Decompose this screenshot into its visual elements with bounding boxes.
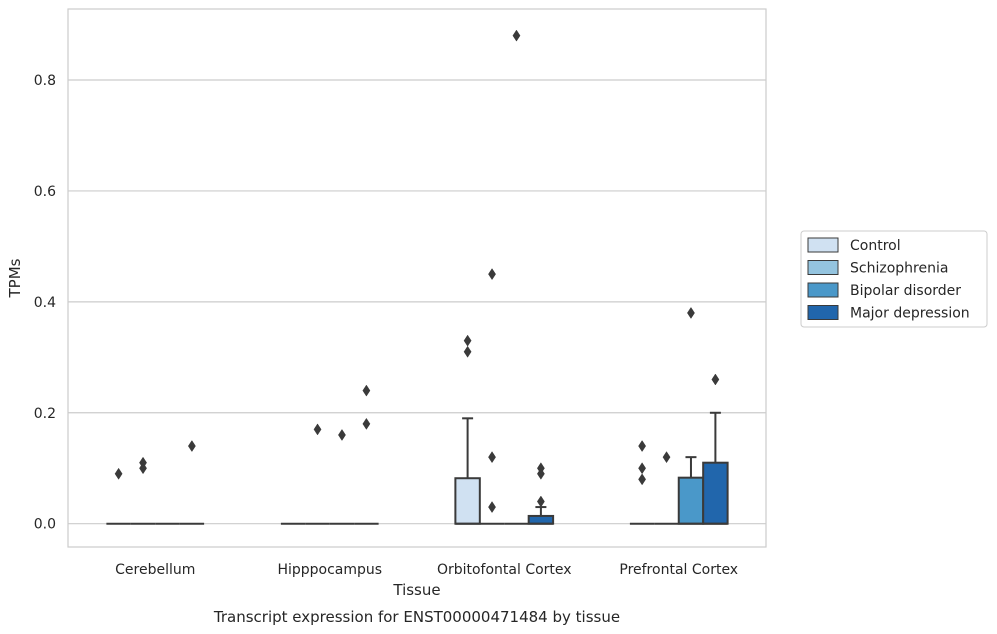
box-group bbox=[702, 373, 729, 525]
box-group bbox=[504, 29, 529, 525]
box-group bbox=[179, 440, 205, 525]
x-tick-label: Prefrontal Cortex bbox=[619, 562, 738, 578]
box-group bbox=[527, 462, 555, 525]
legend-item: Major depression bbox=[807, 305, 970, 322]
outlier-point bbox=[114, 467, 123, 480]
outlier-point bbox=[711, 373, 720, 386]
outlier-point bbox=[638, 473, 647, 486]
legend-items: Control Schizophrenia Bipolar disorder Majo… bbox=[807, 237, 970, 322]
outlier-point bbox=[139, 462, 147, 475]
box-group bbox=[305, 423, 330, 525]
legend-swatch bbox=[807, 282, 839, 298]
box bbox=[527, 514, 555, 525]
legend-item: Schizophrenia bbox=[807, 260, 948, 277]
outlier-point bbox=[362, 417, 371, 430]
legend: Control Schizophrenia Bipolar disorder Majo… bbox=[800, 230, 988, 328]
legend-label: Major depression bbox=[850, 306, 970, 322]
legend-swatch bbox=[807, 260, 839, 275]
outlier-point bbox=[638, 440, 647, 453]
outlier-point bbox=[488, 501, 496, 514]
outlier-point bbox=[687, 306, 695, 319]
y-tick-label: 0.4 bbox=[34, 295, 56, 311]
outlier-point bbox=[338, 429, 346, 441]
chart-title: Transcript expression for ENST0000047148… bbox=[213, 608, 620, 626]
outlier-point bbox=[187, 440, 196, 453]
box-group bbox=[677, 306, 705, 525]
box-group bbox=[329, 429, 355, 525]
legend-label: Control bbox=[850, 238, 901, 254]
outlier-point bbox=[536, 467, 545, 480]
outlier-point bbox=[463, 334, 472, 347]
outlier-point bbox=[362, 384, 371, 397]
outlier-point bbox=[463, 345, 472, 358]
legend-label: Bipolar disorder bbox=[850, 283, 961, 299]
y-axis-label: TPMs bbox=[6, 258, 24, 298]
outlier-point bbox=[488, 268, 496, 281]
x-axis-label: Tissue bbox=[392, 581, 440, 599]
outlier-point bbox=[638, 462, 647, 475]
outlier-point bbox=[488, 451, 496, 464]
box bbox=[454, 477, 481, 525]
outlier-point bbox=[662, 451, 671, 464]
box-group bbox=[354, 384, 379, 525]
x-tick-label: Hipppocampus bbox=[277, 562, 382, 578]
legend-item: Bipolar disorder bbox=[807, 282, 961, 299]
y-tick-label: 0.8 bbox=[34, 73, 56, 89]
outlier-point bbox=[313, 423, 322, 436]
legend-item: Control bbox=[807, 237, 901, 254]
legend-frame bbox=[800, 230, 988, 328]
x-tick-label: Cerebellum bbox=[115, 562, 195, 578]
legend-swatch bbox=[807, 305, 839, 320]
legend-label: Schizophrenia bbox=[850, 261, 948, 277]
box-group bbox=[629, 440, 655, 525]
box-group bbox=[454, 334, 481, 525]
y-tick-label: 0.0 bbox=[34, 517, 56, 533]
outlier-point bbox=[512, 29, 521, 42]
box-group bbox=[106, 467, 131, 525]
box bbox=[677, 476, 705, 525]
box-group bbox=[130, 456, 156, 525]
y-tick-label: 0.2 bbox=[34, 406, 56, 422]
x-tick-label: Orbitofontal Cortex bbox=[437, 562, 572, 578]
plot-area-frame bbox=[67, 8, 767, 548]
gridlines bbox=[68, 79, 766, 525]
box-group bbox=[479, 268, 505, 525]
box-marks bbox=[106, 29, 729, 525]
box-group bbox=[654, 451, 679, 525]
outlier-point bbox=[536, 495, 545, 508]
legend-swatch bbox=[807, 237, 839, 253]
box bbox=[702, 461, 729, 525]
x-tick-labels: Cerebellum Hipppocampus Orbitofontal Corte… bbox=[115, 562, 738, 578]
y-tick-labels: 0.0 0.2 0.4 0.6 0.8 bbox=[34, 73, 56, 533]
y-tick-label: 0.6 bbox=[34, 184, 56, 200]
